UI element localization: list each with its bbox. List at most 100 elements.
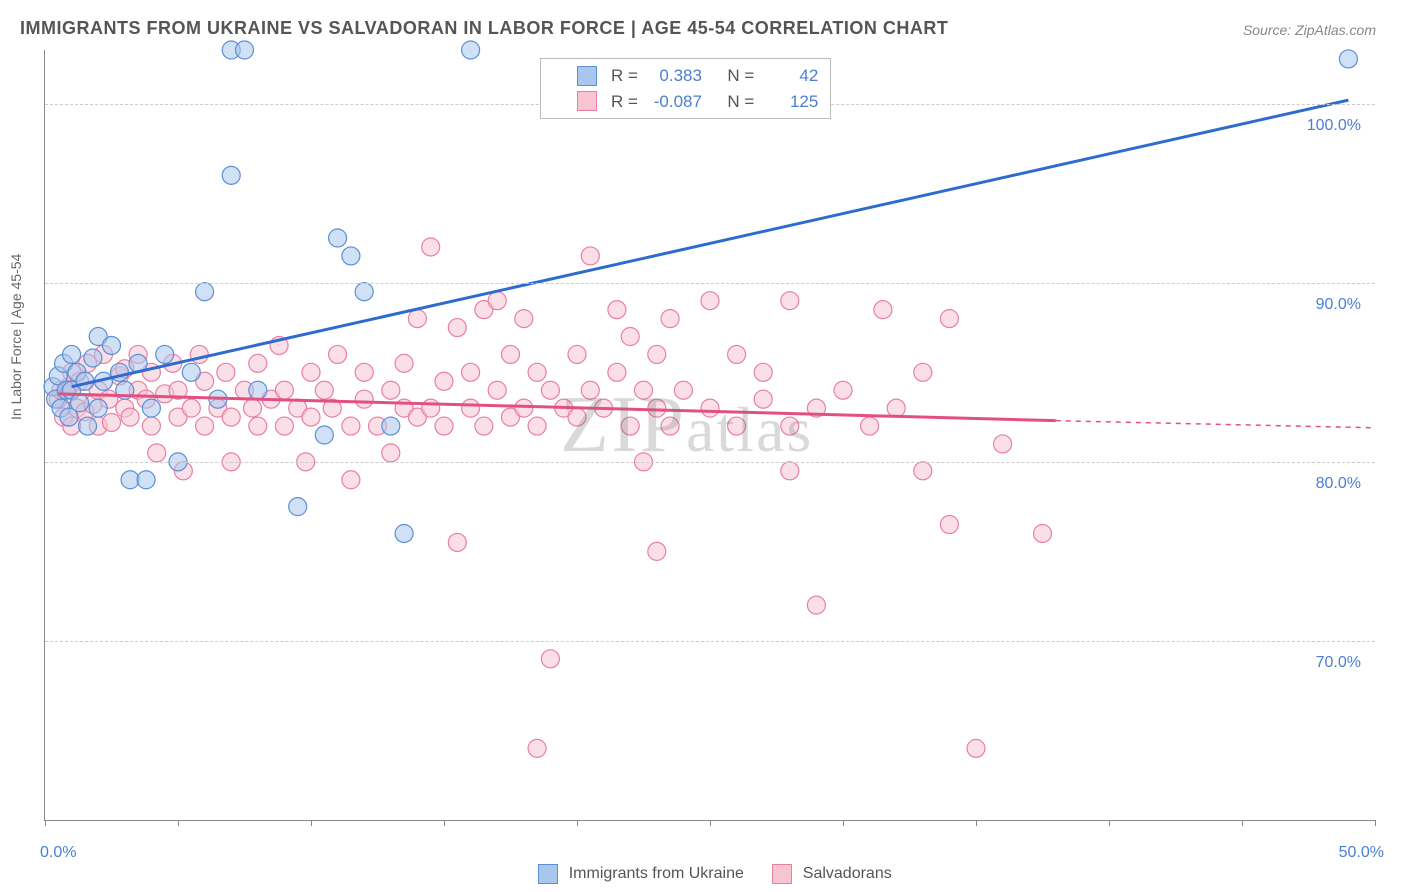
trend-line [1056, 421, 1375, 428]
scatter-point [289, 498, 307, 516]
scatter-point [581, 381, 599, 399]
scatter-point [448, 533, 466, 551]
scatter-point [1339, 50, 1357, 68]
scatter-point [568, 345, 586, 363]
trend-line [72, 100, 1349, 387]
x-tick [178, 820, 179, 826]
scatter-point [701, 399, 719, 417]
x-tick [1109, 820, 1110, 826]
scatter-point [528, 417, 546, 435]
scatter-point [462, 363, 480, 381]
scatter-point [89, 399, 107, 417]
scatter-point [355, 390, 373, 408]
scatter-point [315, 381, 333, 399]
scatter-point [196, 417, 214, 435]
scatter-point [249, 354, 267, 372]
scatter-point [137, 471, 155, 489]
scatter-point [435, 417, 453, 435]
scatter-point [728, 345, 746, 363]
scatter-point [781, 292, 799, 310]
scatter-point [940, 310, 958, 328]
scatter-point [121, 408, 139, 426]
scatter-point [608, 363, 626, 381]
scatter-point [103, 413, 121, 431]
scatter-point [648, 542, 666, 560]
scatter-point [807, 596, 825, 614]
n-label: N = [727, 63, 754, 89]
scatter-point [914, 462, 932, 480]
scatter-point [249, 381, 267, 399]
chart-title: IMMIGRANTS FROM UKRAINE VS SALVADORAN IN… [20, 18, 948, 39]
scatter-point [648, 399, 666, 417]
x-tick [843, 820, 844, 826]
scatter-point [515, 399, 533, 417]
scatter-point [701, 292, 719, 310]
legend-label-salvadoran: Salvadorans [803, 865, 892, 882]
n-value-salvadoran: 125 [762, 89, 818, 115]
scatter-point [71, 394, 89, 412]
swatch-salvadoran-bottom [772, 864, 792, 884]
scatter-point [142, 417, 160, 435]
scatter-point [217, 363, 235, 381]
scatter-point [79, 417, 97, 435]
scatter-point [475, 417, 493, 435]
y-tick-label: 80.0% [1316, 475, 1361, 493]
scatter-point [408, 310, 426, 328]
legend-bottom: Immigrants from Ukraine Salvadorans [0, 864, 1406, 884]
scatter-point [834, 381, 852, 399]
scatter-point [581, 247, 599, 265]
scatter-point [63, 345, 81, 363]
x-tick-0: 0.0% [40, 844, 76, 862]
scatter-point [84, 349, 102, 367]
gridline [45, 462, 1375, 463]
r-value-ukraine: 0.383 [646, 63, 702, 89]
swatch-ukraine-bottom [538, 864, 558, 884]
scatter-point [661, 310, 679, 328]
x-tick [444, 820, 445, 826]
scatter-point [861, 417, 879, 435]
y-tick-label: 70.0% [1316, 654, 1361, 672]
scatter-point [541, 381, 559, 399]
scatter-point [422, 238, 440, 256]
swatch-salvadoran [577, 91, 597, 111]
x-tick [577, 820, 578, 826]
scatter-point [329, 229, 347, 247]
scatter-point [940, 516, 958, 534]
scatter-point [275, 417, 293, 435]
trend-line [58, 394, 1056, 421]
scatter-point [395, 524, 413, 542]
x-tick [710, 820, 711, 826]
x-tick-50: 50.0% [1339, 844, 1384, 862]
scatter-point [621, 328, 639, 346]
scatter-point [103, 336, 121, 354]
scatter-point [249, 417, 267, 435]
x-tick [45, 820, 46, 826]
stats-row-ukraine: R = 0.383 N = 42 [553, 63, 818, 89]
scatter-point [142, 399, 160, 417]
scatter-point [236, 41, 254, 59]
scatter-point [502, 345, 520, 363]
scatter-point [156, 345, 174, 363]
stats-legend-box: R = 0.383 N = 42 R = -0.087 N = 125 [540, 58, 831, 119]
scatter-point [914, 363, 932, 381]
scatter-point [342, 471, 360, 489]
scatter-point [302, 363, 320, 381]
scatter-point [448, 319, 466, 337]
scatter-point [243, 399, 261, 417]
scatter-point [302, 408, 320, 426]
scatter-point [462, 41, 480, 59]
scatter-point [674, 381, 692, 399]
scatter-point [462, 399, 480, 417]
scatter-point [196, 283, 214, 301]
y-axis-label: In Labor Force | Age 45-54 [8, 254, 24, 420]
scatter-point [315, 426, 333, 444]
scatter-point [222, 408, 240, 426]
r-label: R = [611, 63, 638, 89]
gridline [45, 641, 1375, 642]
scatter-point [422, 399, 440, 417]
r-label: R = [611, 89, 638, 115]
scatter-point [568, 408, 586, 426]
scatter-point [182, 399, 200, 417]
x-tick [311, 820, 312, 826]
n-label: N = [727, 89, 754, 115]
